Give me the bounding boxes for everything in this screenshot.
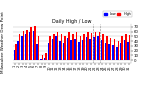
Bar	[127, 42, 129, 60]
Bar	[19, 34, 20, 60]
Bar	[40, 59, 42, 60]
Bar	[57, 31, 58, 60]
Bar	[86, 37, 87, 60]
Bar	[14, 50, 15, 60]
Bar	[74, 39, 76, 60]
Bar	[15, 44, 17, 60]
Bar	[82, 40, 83, 60]
Bar	[129, 35, 130, 60]
Bar	[36, 44, 38, 60]
Bar	[116, 47, 118, 60]
Bar	[61, 34, 62, 60]
Bar	[44, 58, 45, 60]
Bar	[105, 43, 106, 60]
Bar	[53, 34, 55, 60]
Bar	[32, 31, 34, 60]
Bar	[29, 31, 30, 60]
Bar	[120, 43, 121, 60]
Bar	[67, 38, 68, 60]
Bar	[64, 36, 66, 60]
Bar	[42, 56, 43, 60]
Bar	[121, 36, 123, 60]
Bar	[95, 31, 96, 60]
Bar	[101, 40, 102, 60]
Bar	[114, 39, 115, 60]
Bar	[108, 44, 110, 60]
Bar	[118, 41, 119, 60]
Bar	[110, 38, 112, 60]
Bar	[48, 43, 49, 60]
Bar	[52, 39, 53, 60]
Bar	[26, 30, 28, 60]
Bar	[63, 43, 64, 60]
Bar	[23, 31, 24, 60]
Bar	[112, 45, 114, 60]
Text: Milwaukee Weather Dew Point: Milwaukee Weather Dew Point	[1, 11, 5, 73]
Bar	[125, 34, 127, 60]
Bar	[17, 41, 19, 60]
Legend: Low, High: Low, High	[103, 11, 132, 17]
Bar	[83, 34, 85, 60]
Bar	[59, 41, 61, 60]
Bar	[68, 31, 70, 60]
Bar	[49, 36, 51, 60]
Bar	[38, 36, 39, 60]
Bar	[106, 36, 108, 60]
Title: Daily High / Low: Daily High / Low	[52, 19, 92, 24]
Bar	[34, 26, 36, 60]
Bar	[91, 33, 92, 60]
Bar	[87, 31, 89, 60]
Bar	[76, 32, 77, 60]
Bar	[99, 31, 100, 60]
Bar	[72, 34, 73, 60]
Bar	[80, 36, 81, 60]
Bar	[55, 36, 57, 60]
Bar	[93, 37, 95, 60]
Bar	[89, 39, 91, 60]
Bar	[25, 34, 26, 60]
Bar	[30, 27, 32, 60]
Bar	[97, 36, 99, 60]
Bar	[45, 53, 47, 60]
Bar	[21, 36, 23, 60]
Bar	[71, 40, 72, 60]
Bar	[124, 40, 125, 60]
Bar	[102, 34, 104, 60]
Bar	[78, 42, 80, 60]
